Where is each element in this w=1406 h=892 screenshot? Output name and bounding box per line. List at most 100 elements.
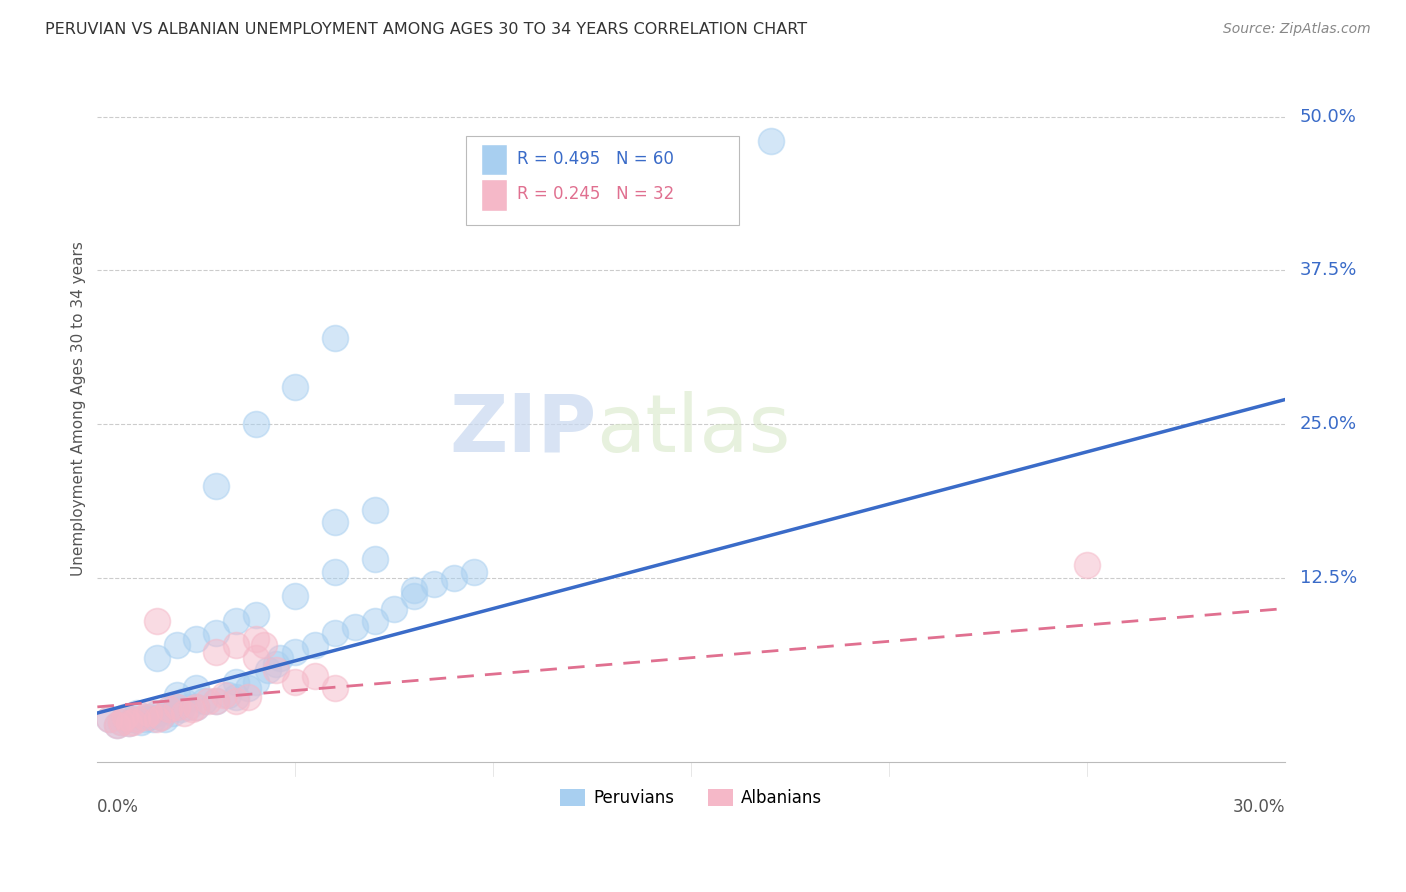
Point	[118, 715, 141, 730]
Text: atlas: atlas	[596, 391, 790, 469]
Point	[205, 694, 228, 708]
Point	[205, 626, 228, 640]
Point	[217, 688, 239, 702]
Point	[166, 699, 188, 714]
Point	[245, 650, 267, 665]
Text: 37.5%: 37.5%	[1299, 261, 1357, 279]
Text: R = 0.495   N = 60: R = 0.495 N = 60	[517, 150, 673, 168]
FancyBboxPatch shape	[465, 136, 740, 225]
Point	[186, 681, 208, 696]
Point	[323, 681, 346, 696]
Point	[363, 503, 385, 517]
Point	[142, 712, 165, 726]
Point	[169, 702, 191, 716]
Point	[264, 657, 287, 671]
Legend: Peruvians, Albanians: Peruvians, Albanians	[554, 782, 830, 814]
Point	[284, 675, 307, 690]
Text: 25.0%: 25.0%	[1299, 415, 1357, 433]
Point	[463, 565, 485, 579]
Point	[122, 712, 145, 726]
Point	[443, 571, 465, 585]
Point	[1076, 558, 1098, 573]
Point	[98, 712, 121, 726]
Point	[323, 331, 346, 345]
Point	[181, 702, 204, 716]
Text: R = 0.245   N = 32: R = 0.245 N = 32	[517, 186, 673, 203]
Point	[125, 706, 148, 720]
Point	[134, 712, 156, 726]
Point	[225, 639, 247, 653]
Point	[193, 694, 215, 708]
Point	[284, 589, 307, 603]
Point	[138, 709, 160, 723]
Point	[125, 712, 148, 726]
Point	[173, 694, 195, 708]
Text: 0.0%: 0.0%	[97, 797, 139, 815]
Point	[253, 639, 276, 653]
Point	[149, 709, 172, 723]
Point	[323, 516, 346, 530]
Point	[153, 712, 176, 726]
Point	[186, 699, 208, 714]
Point	[304, 669, 326, 683]
Point	[157, 702, 180, 716]
Point	[166, 688, 188, 702]
Point	[118, 715, 141, 730]
Text: 12.5%: 12.5%	[1299, 569, 1357, 587]
Point	[166, 639, 188, 653]
Text: 50.0%: 50.0%	[1299, 108, 1357, 126]
Point	[245, 607, 267, 622]
Point	[343, 620, 366, 634]
Point	[225, 614, 247, 628]
Point	[269, 650, 291, 665]
Point	[114, 709, 136, 723]
Point	[423, 577, 446, 591]
Point	[404, 583, 426, 598]
Point	[212, 688, 235, 702]
Point	[166, 699, 188, 714]
Point	[256, 663, 278, 677]
Point	[145, 706, 167, 720]
Point	[225, 694, 247, 708]
Point	[284, 380, 307, 394]
Point	[138, 706, 160, 720]
Point	[363, 614, 385, 628]
Point	[236, 690, 259, 704]
Point	[110, 714, 132, 729]
Point	[284, 644, 307, 658]
Point	[145, 650, 167, 665]
Point	[205, 644, 228, 658]
Point	[236, 681, 259, 696]
Point	[186, 632, 208, 647]
Point	[197, 694, 219, 708]
Point	[363, 552, 385, 566]
Point	[110, 714, 132, 729]
Point	[245, 675, 267, 690]
Point	[186, 699, 208, 714]
Bar	[481, 179, 508, 211]
Point	[323, 626, 346, 640]
Point	[162, 706, 184, 720]
Point	[177, 699, 200, 714]
Point	[157, 702, 180, 716]
Point	[304, 639, 326, 653]
Point	[323, 565, 346, 579]
Point	[149, 709, 172, 723]
Point	[105, 718, 128, 732]
Point	[382, 601, 405, 615]
Point	[759, 134, 782, 148]
Point	[105, 718, 128, 732]
Y-axis label: Unemployment Among Ages 30 to 34 years: Unemployment Among Ages 30 to 34 years	[72, 241, 86, 576]
Text: ZIP: ZIP	[449, 391, 596, 469]
Point	[225, 675, 247, 690]
Point	[225, 690, 247, 704]
Text: PERUVIAN VS ALBANIAN UNEMPLOYMENT AMONG AGES 30 TO 34 YEARS CORRELATION CHART: PERUVIAN VS ALBANIAN UNEMPLOYMENT AMONG …	[45, 22, 807, 37]
Point	[245, 417, 267, 431]
Bar	[481, 144, 508, 176]
Point	[129, 714, 152, 729]
Text: Source: ZipAtlas.com: Source: ZipAtlas.com	[1223, 22, 1371, 37]
Point	[145, 614, 167, 628]
Point	[205, 694, 228, 708]
Point	[122, 714, 145, 729]
Point	[264, 663, 287, 677]
